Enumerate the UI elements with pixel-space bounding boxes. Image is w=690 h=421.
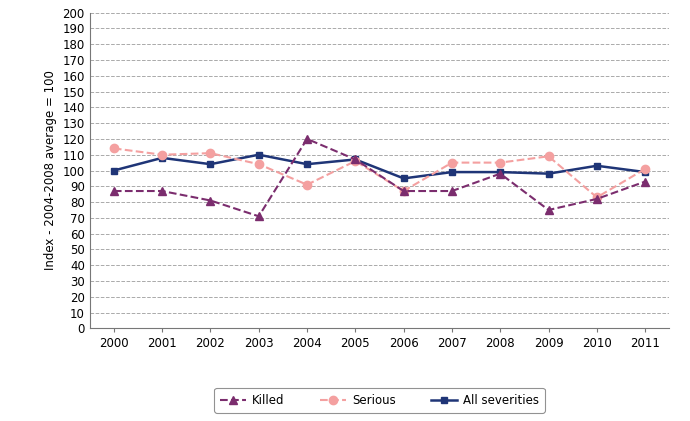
All severities [496, 170, 504, 175]
All severities [351, 157, 359, 162]
Killed [400, 189, 408, 194]
Serious [641, 166, 649, 171]
Serious [158, 152, 166, 157]
All severities [641, 170, 649, 175]
Serious [593, 195, 601, 200]
All severities [206, 162, 215, 167]
All severities [303, 162, 311, 167]
All severities [158, 155, 166, 160]
Killed [351, 157, 359, 162]
Killed [448, 189, 456, 194]
Killed [593, 196, 601, 202]
Line: Killed: Killed [110, 135, 649, 221]
Killed [206, 198, 215, 203]
All severities [400, 176, 408, 181]
Line: Serious: Serious [110, 144, 649, 202]
Serious [110, 146, 118, 151]
All severities [255, 152, 263, 157]
Serious [255, 162, 263, 167]
Killed [255, 214, 263, 219]
Killed [641, 179, 649, 184]
Killed [158, 189, 166, 194]
Serious [351, 159, 359, 164]
Serious [448, 160, 456, 165]
Y-axis label: Index - 2004-2008 average = 100: Index - 2004-2008 average = 100 [44, 71, 57, 270]
Line: All severities: All severities [111, 152, 648, 181]
Killed [110, 189, 118, 194]
Serious [400, 189, 408, 194]
Killed [496, 171, 504, 176]
Serious [544, 154, 553, 159]
All severities [110, 168, 118, 173]
Serious [303, 182, 311, 187]
Killed [303, 136, 311, 141]
Legend: Killed, Serious, All severities: Killed, Serious, All severities [214, 388, 545, 413]
Killed [544, 208, 553, 213]
Serious [206, 151, 215, 156]
All severities [448, 170, 456, 175]
Serious [496, 160, 504, 165]
All severities [593, 163, 601, 168]
All severities [544, 171, 553, 176]
